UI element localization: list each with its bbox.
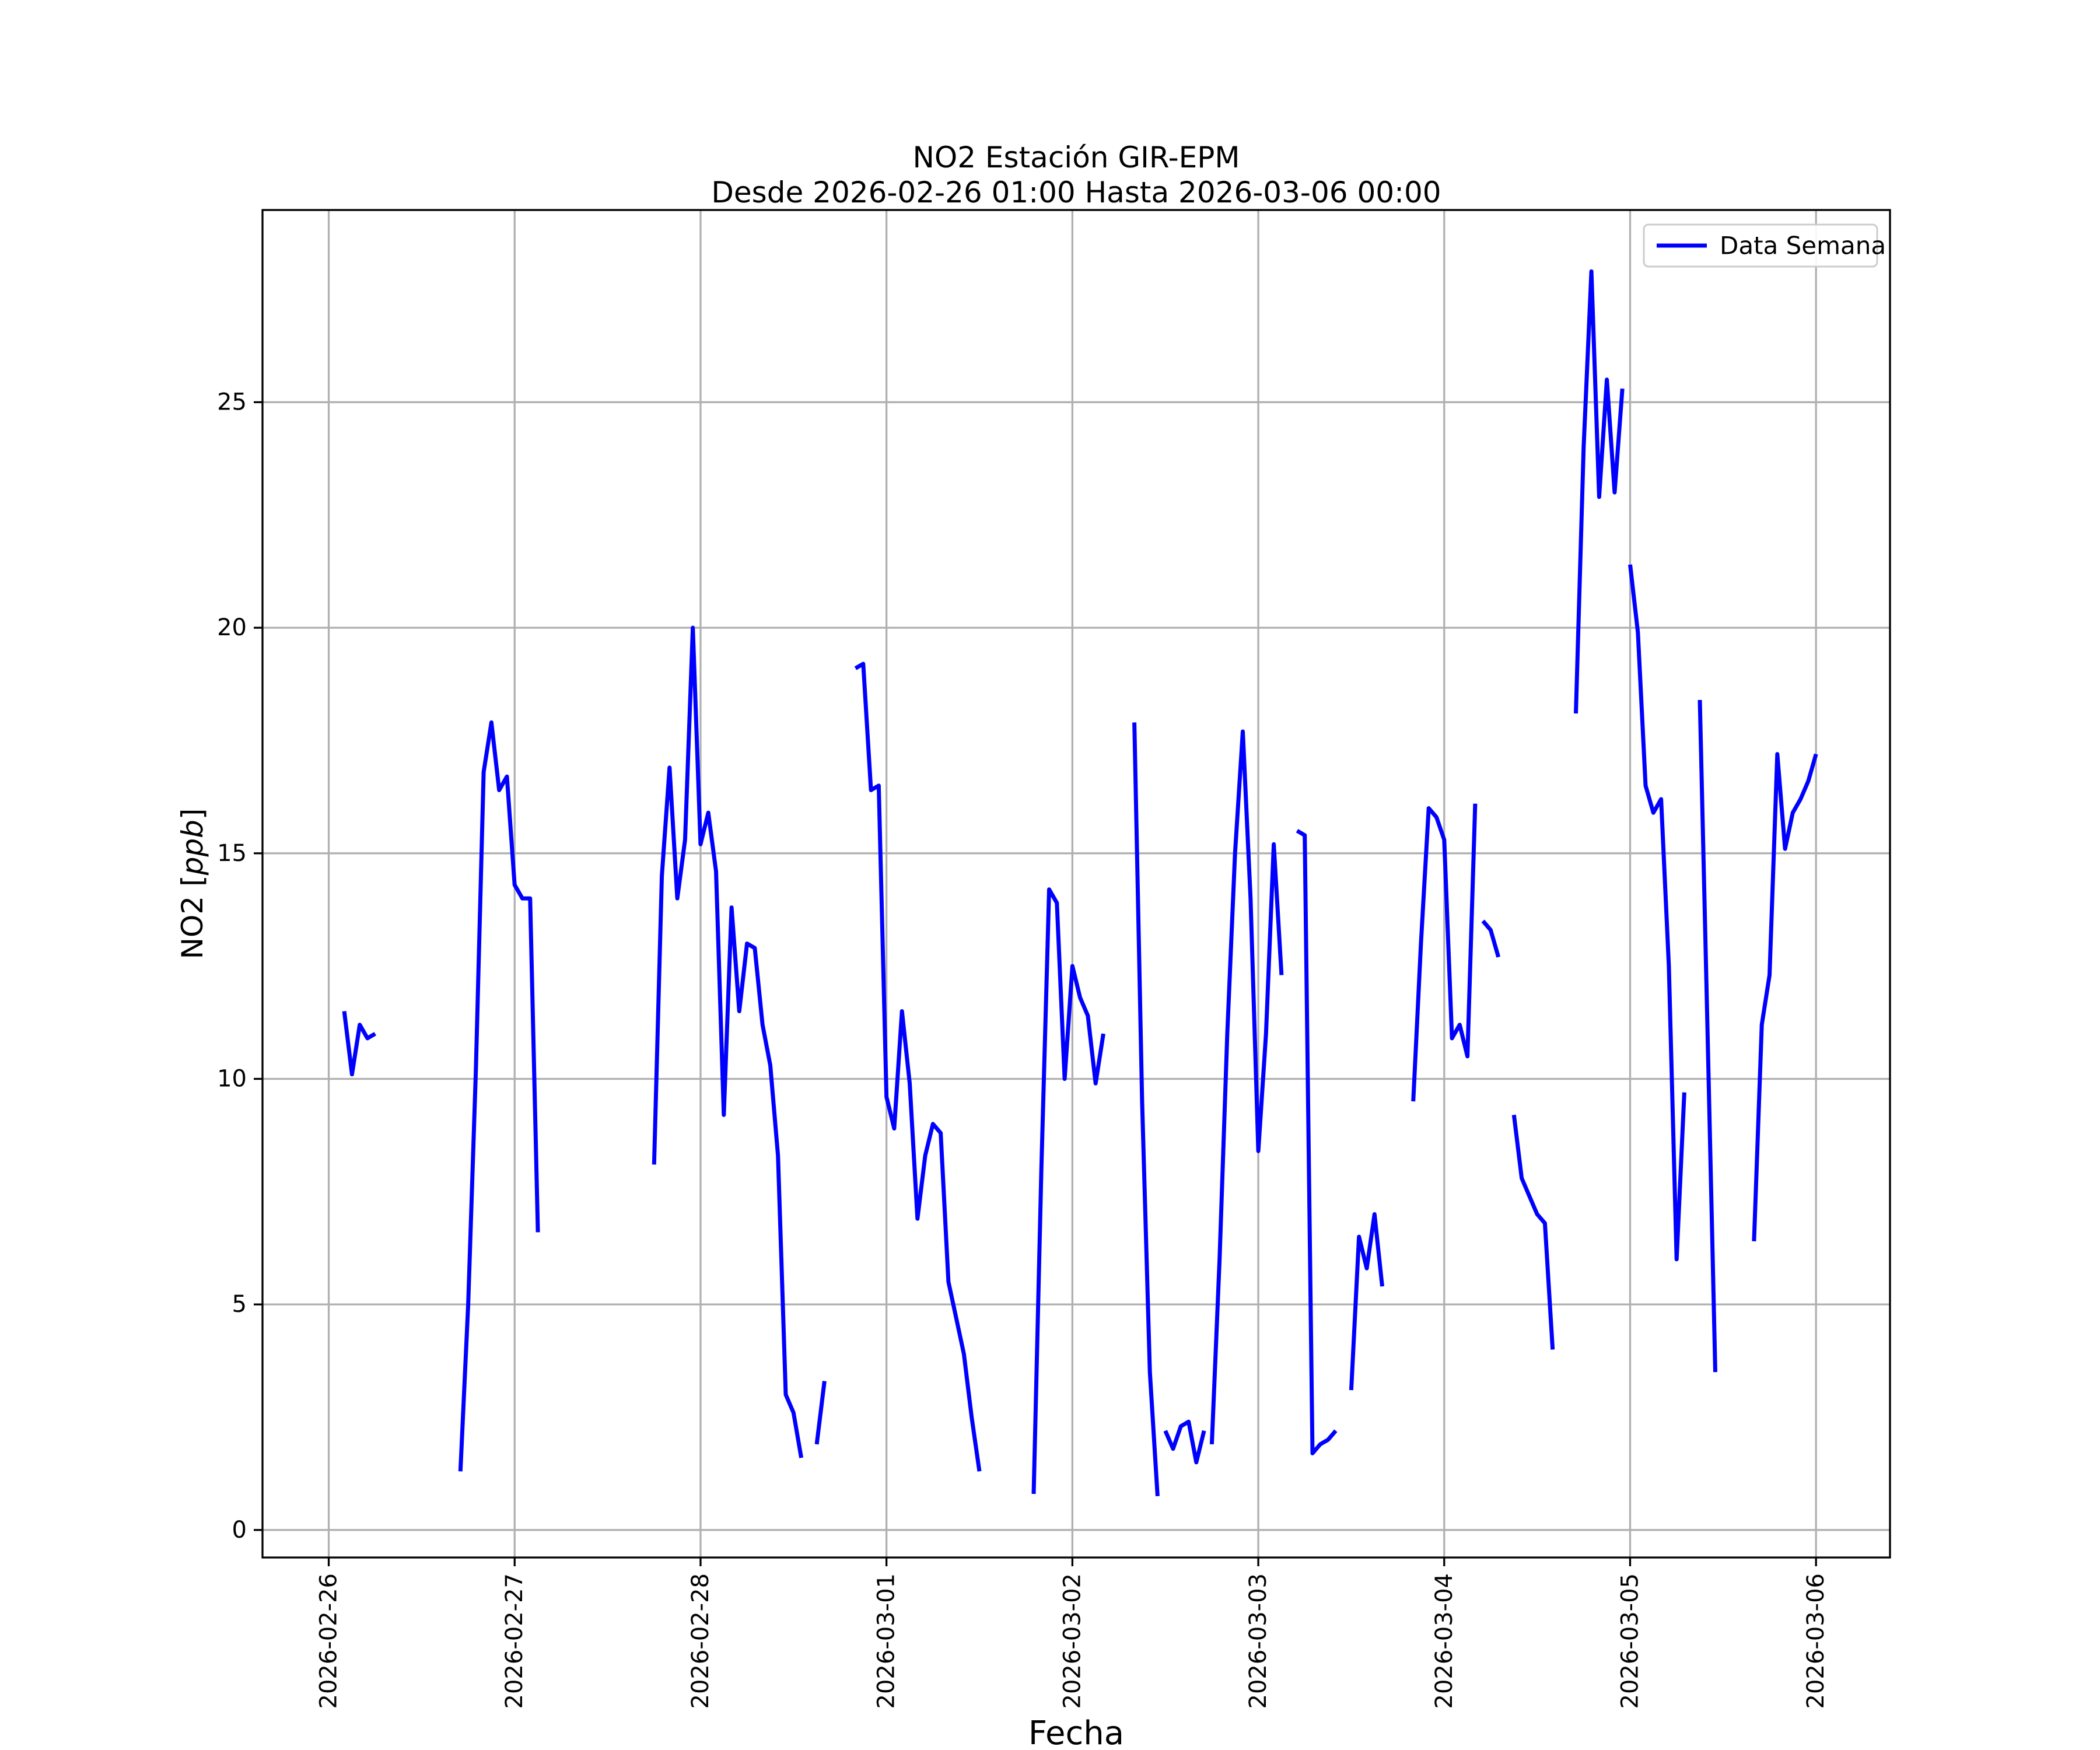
data-series-segment [1752, 752, 1818, 1242]
data-series-segment [1511, 1114, 1555, 1350]
y-tick-label: 25 [217, 388, 247, 415]
x-tick-label: 2026-03-01 [873, 1573, 900, 1709]
axes-frame [261, 209, 1891, 1559]
data-series-segment [342, 1011, 376, 1077]
x-tick-label: 2026-02-26 [316, 1573, 342, 1709]
data-series-segment [1031, 887, 1105, 1494]
data-series-segment [1628, 564, 1686, 1262]
data-series-segment [1481, 919, 1501, 958]
data-series-segment [1163, 1419, 1206, 1465]
data-series-segment [1209, 729, 1284, 1445]
y-tick-label: 0 [232, 1517, 247, 1544]
data-series-segment [652, 625, 804, 1458]
y-tick-label: 15 [217, 840, 247, 867]
x-tick-label: 2026-02-28 [687, 1573, 714, 1709]
data-series-segment [458, 720, 540, 1472]
x-tick-label: 2026-03-06 [1803, 1573, 1829, 1709]
x-tick-label: 2026-03-03 [1245, 1573, 1272, 1709]
data-series-segment [1574, 269, 1625, 714]
data-series-segment [1132, 722, 1160, 1497]
y-tick-label: 10 [217, 1065, 247, 1092]
x-tick-label: 2026-02-27 [501, 1573, 528, 1709]
legend-box [1643, 223, 1878, 268]
chart-title-line-2: Desde 2026-02-26 01:00 Hasta 2026-03-06 … [711, 176, 1441, 209]
data-series-segment [814, 1381, 827, 1445]
x-axis-ticks: 2026-02-26 2026-02-27 2026-02-28 2026-03-01… [316, 1558, 1829, 1709]
data-series-segment [1411, 803, 1478, 1102]
x-tick-label: 2026-03-05 [1616, 1573, 1643, 1709]
x-tick-label: 2026-03-04 [1431, 1573, 1458, 1709]
x-axis-label: Fecha [1028, 1714, 1124, 1750]
data-series-segment [1349, 1212, 1384, 1391]
chart-title-line-1: NO2 Estación GIR-EPM [912, 141, 1240, 174]
data-series-segment [854, 662, 982, 1472]
grid [262, 210, 1890, 1558]
y-tick-label: 5 [232, 1291, 247, 1318]
y-axis-label: NO2 [ppb] [176, 808, 209, 960]
legend-label: Data Semana [1720, 232, 1886, 260]
data-series-segment [1296, 829, 1338, 1455]
data-series-segment [1698, 699, 1717, 1373]
y-tick-label: 20 [217, 614, 247, 641]
x-tick-label: 2026-03-02 [1059, 1573, 1086, 1709]
data-series-line [342, 269, 1818, 1497]
y-axis-ticks: 0 5 10 15 20 25 [217, 388, 262, 1544]
legend: Data Semana [1643, 223, 1886, 268]
